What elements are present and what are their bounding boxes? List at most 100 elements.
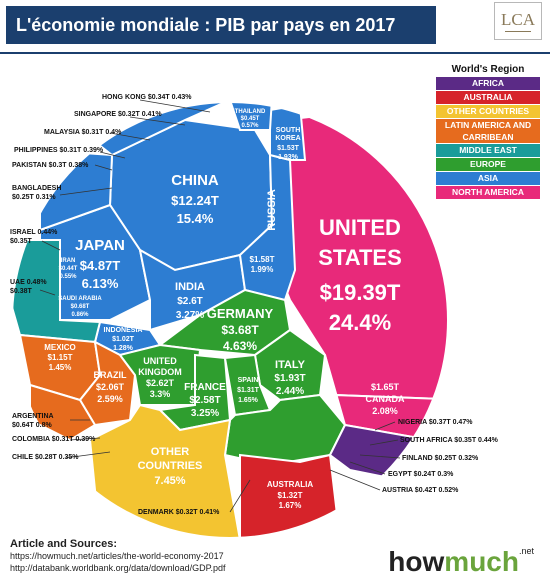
label-russia-share: 1.99% [251,265,274,274]
label-uk-name-2: KINGDOM [138,367,182,377]
label-brazil-value: $2.06T [96,382,125,392]
label-other-name-1: OTHER [151,446,190,458]
label-india-share: 3.27% [176,310,204,321]
label-saudi-name: SAUDI ARABIA [58,296,102,302]
page-title: L'économie mondiale : PIB par pays en 20… [6,6,436,44]
logo-text: LCA [501,10,535,29]
cell-other-countries [88,403,242,538]
label-italy-value: $1.93T [274,373,305,384]
legend-title: World's Region [451,64,525,75]
callout-bangladesh-name: BANGLADESH [12,185,61,192]
cell-labels: UNITED STATES $19.39T 24.4% $1.65T CANAD… [44,109,405,510]
cell-middle-east [12,239,102,344]
callout-uae-name: UAE 0.48% [10,279,47,286]
label-other-name-2: COUNTRIES [138,460,203,472]
callout-egypt: EGYPT $0.24T 0.3% [388,471,454,478]
cell-australia [239,453,342,538]
label-japan-value: $4.87T [80,258,121,273]
callout-chile: CHILE $0.28T 0.35% [12,454,79,461]
label-france-name: FRANCE [184,382,226,393]
brand-how: how [388,546,445,577]
callout-finland: FINLAND $0.25T 0.32% [402,455,479,462]
label-japan-name: JAPAN [75,237,125,254]
label-uk-value: $2.62T [146,378,175,388]
label-mexico-share: 1.45% [49,363,72,372]
brand-net: .net [518,546,534,556]
legend-item-4: MIDDLE EAST [436,144,540,157]
sources-block: Article and Sources: https://howmuch.net… [10,538,225,574]
label-other-share: 7.45% [154,475,185,487]
label-canada-value: $1.65T [371,382,400,392]
legend-item-7: NORTH AMERICA [436,186,540,199]
label-china-value: $12.24T [171,193,219,208]
callout-singapore: SINGAPORE $0.32T 0.41% [74,111,162,118]
callout-philippines: PHILIPPINES $0.31T 0.39% [14,147,104,154]
cell-germany [157,288,292,357]
label-us-share: 24.4% [329,310,391,335]
label-japan-share: 6.13% [82,276,119,291]
callout-argentina-name: ARGENTINA [12,413,54,420]
legend-item-0: AFRICA [436,77,540,90]
label-indonesia-value: $1.02T [112,336,135,343]
label-skorea-value: $1.53T [277,145,300,152]
source-link-2[interactable]: http://databank.worldbank.org/data/downl… [10,563,226,573]
callout-hong-kong: HONG KONG $0.34T 0.43% [102,94,192,101]
label-china-share: 15.4% [177,211,214,226]
callout-colombia: COLOMBIA $0.31T 0.39% [12,436,96,443]
label-spain-name: SPAIN [238,377,259,384]
callout-austria: AUSTRIA $0.42T 0.52% [382,487,459,494]
label-us-value: $19.39T [320,280,401,305]
source-link-1[interactable]: https://howmuch.net/articles/the-world-e… [10,551,224,561]
label-uk-name-1: UNITED [143,356,177,366]
callout-labels: HONG KONG $0.34T 0.43% SINGAPORE $0.32T … [10,94,499,516]
legend-items: AFRICA AUSTRALIA OTHER COUNTRIES LATIN AMER… [436,77,540,199]
callout-denmark: DENMARK $0.32T 0.41% [138,509,220,516]
label-germany-share: 4.63% [223,339,257,353]
callout-argentina-value: $0.64T 0.8% [12,422,52,429]
logo-underline [505,31,531,32]
callout-israel-name: ISRAEL 0.44% [10,229,58,236]
cell-thailand [228,102,274,131]
legend-item-1: AUSTRALIA [436,91,540,104]
label-mexico-value: $1.15T [48,353,73,362]
label-italy-share: 2.44% [276,386,304,397]
label-uk-share: 3.3% [150,389,171,399]
legend-item-5: EUROPE [436,158,540,171]
label-thailand-value: $0.45T [241,116,260,122]
label-india-value: $2.6T [177,296,203,307]
label-thailand-share: 0.57% [241,123,259,129]
legend-item-2: OTHER COUNTRIES [436,105,540,118]
label-spain-value: $1.31T [237,387,260,394]
label-indonesia-share: 1.28% [113,345,134,352]
label-china-name: CHINA [171,172,219,189]
callout-nigeria: NIGERIA $0.37T 0.47% [398,419,473,426]
callout-south-africa: SOUTH AFRICA $0.35T 0.44% [400,437,499,444]
label-skorea-share: 1.93% [278,154,299,161]
label-spain-share: 1.65% [238,397,259,404]
label-skorea-name-1: SOUTH [276,127,301,134]
callout-israel-value: $0.35T [10,238,33,245]
callout-pakistan: PAKISTAN $0.3T 0.38% [12,162,89,169]
label-australia-value: $1.32T [278,491,303,500]
chart-outline [11,101,449,539]
label-canada-share: 2.08% [372,406,398,416]
label-brazil-share: 2.59% [97,394,123,404]
callout-lines [39,99,401,513]
label-indonesia-name: INDONESIA [104,327,143,334]
label-france-value: $2.58T [189,395,220,406]
callout-malaysia: MALAYSIA $0.31T 0.4% [44,129,122,136]
legend-item-3: LATIN AMERICA AND CARRIBEAN [436,119,540,143]
label-skorea-name-2: KOREA [275,135,300,142]
label-saudi-share: 0.86% [71,312,89,318]
label-india-name: INDIA [175,281,205,293]
label-iran-share: 0.55% [59,274,77,280]
label-australia-name: AUSTRALIA [267,480,313,489]
label-thailand-name: THAILAND [235,109,266,115]
label-russia-value: $1.58T [250,255,275,264]
header: L'économie mondiale : PIB par pays en 20… [0,0,550,52]
brand-much: much [444,546,519,577]
label-russia-name: RUSSIA [266,189,278,231]
howmuch-logo: howmuch.net [388,546,534,578]
label-germany-value: $3.68T [221,323,259,337]
